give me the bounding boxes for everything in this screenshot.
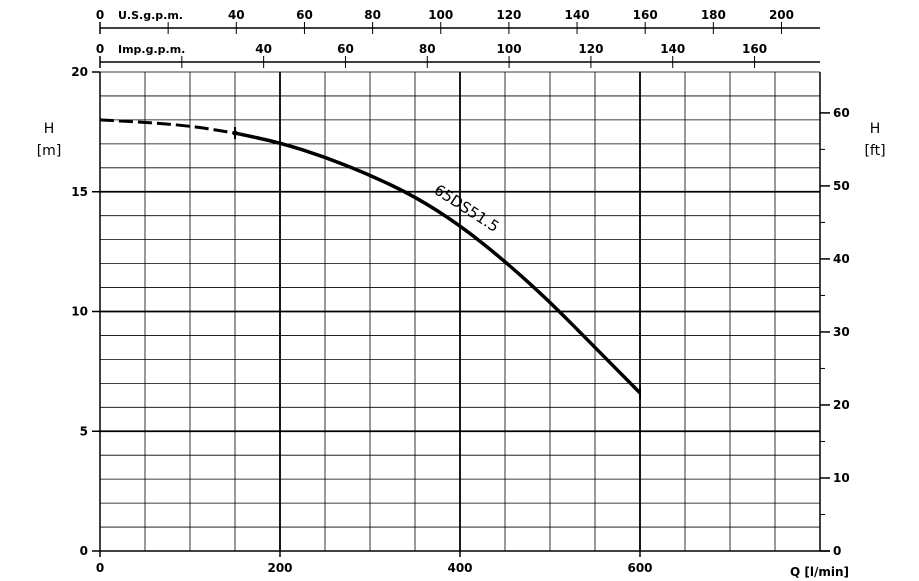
y-right-tick-label: 10 xyxy=(833,471,850,485)
x-tick-label: 600 xyxy=(627,561,652,575)
top-flow-axes: 0 U.S.g.p.m. 40 60 80 100 120 140 160 180 200 0 Imp.… xyxy=(96,8,820,68)
y-left-tick-label: 0 xyxy=(80,544,88,558)
top-axis-tick-label: 100 xyxy=(497,42,522,56)
y-left-tick-label: 20 xyxy=(71,65,88,79)
x-tick-label: 0 xyxy=(96,561,104,575)
top-axis-tick-label: 160 xyxy=(633,8,658,22)
y-left-axis-label: H xyxy=(44,121,55,137)
top-axis-tick-label: 60 xyxy=(337,42,354,56)
y-right-tick-label: 40 xyxy=(833,252,850,266)
y-right-tick-label: 50 xyxy=(833,179,850,193)
top-axis-tick-label: 40 xyxy=(228,8,245,22)
y-left-tick-label: 5 xyxy=(80,424,88,438)
top-axis-tick-label: 80 xyxy=(364,8,381,22)
top-axis-tick-label: 180 xyxy=(701,8,726,22)
series-label: 65DS51.5 xyxy=(431,181,502,236)
top-axis-unit-label: Imp.g.p.m. xyxy=(118,43,185,56)
y-left-tick-label: 10 xyxy=(71,305,88,319)
y-right-tick-label: 0 xyxy=(833,544,841,558)
top-axis-unit-label: U.S.g.p.m. xyxy=(118,9,183,22)
top-axis-tick-label: 120 xyxy=(496,8,521,22)
top-axis-zero-label: 0 xyxy=(96,8,104,22)
top-axis-zero-label: 0 xyxy=(96,42,104,56)
x-tick-label: 200 xyxy=(267,561,292,575)
top-axis-tick-label: 120 xyxy=(578,42,603,56)
y-left-tick-label: 15 xyxy=(71,185,88,199)
curve-marker-dot xyxy=(232,130,238,136)
grid xyxy=(100,72,820,551)
x-axis-label: Q [l/min] xyxy=(790,565,849,579)
curve-dashed-segment xyxy=(99,118,236,135)
x-tick-label: 400 xyxy=(447,561,472,575)
y-right-axis-unit: [ft] xyxy=(864,143,885,159)
y-right-tick-label: 30 xyxy=(833,325,850,339)
top-axis-tick-label: 60 xyxy=(296,8,313,22)
top-axis-tick-label: 140 xyxy=(565,8,590,22)
y-right-tick-label: 20 xyxy=(833,398,850,412)
y-right-tick-label: 60 xyxy=(833,106,850,120)
top-axis-tick-label: 100 xyxy=(428,8,453,22)
y-left-axis-unit: [m] xyxy=(37,143,62,159)
top-axis-tick-label: 160 xyxy=(742,42,767,56)
y-right-axis-label: H xyxy=(870,121,881,137)
top-axis-tick-label: 80 xyxy=(419,42,436,56)
top-axis-tick-label: 140 xyxy=(660,42,685,56)
top-axis-tick-label: 200 xyxy=(769,8,794,22)
curve-solid-segment xyxy=(234,131,642,395)
top-axis-tick-label: 40 xyxy=(255,42,272,56)
